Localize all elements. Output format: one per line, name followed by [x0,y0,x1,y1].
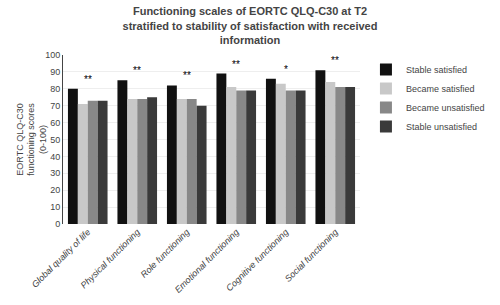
svg-text:EORTC QLQ-C30functioning score: EORTC QLQ-C30functioning scores(0-100) [15,103,48,176]
svg-text:Stable satisfied: Stable satisfied [406,65,467,75]
svg-text:10: 10 [50,202,60,212]
svg-text:**: ** [183,70,191,81]
svg-text:Global quality of life: Global quality of life [30,227,93,290]
svg-text:30: 30 [50,168,60,178]
svg-text:Became satisfied: Became satisfied [406,84,475,94]
svg-text:Functioning scales of EORTC QL: Functioning scales of EORTC QLQ-C30 at T… [123,5,378,46]
svg-text:Social functioning: Social functioning [283,227,340,284]
svg-text:Stable unsatisfied: Stable unsatisfied [406,122,477,132]
svg-text:70: 70 [50,101,60,111]
svg-text:Role functioning: Role functioning [139,227,192,280]
svg-text:90: 90 [50,67,60,77]
svg-text:100: 100 [45,50,60,60]
svg-text:40: 40 [50,152,60,162]
svg-text:20: 20 [50,185,60,195]
svg-text:**: ** [84,74,92,85]
svg-text:**: ** [331,55,339,66]
svg-text:**: ** [232,59,240,70]
svg-text:60: 60 [50,118,60,128]
svg-text:Emotional functioning: Emotional functioning [173,227,241,295]
svg-text:Cognitive functioning: Cognitive functioning [224,227,290,293]
svg-text:0: 0 [55,219,60,229]
svg-text:Became unsatisfied: Became unsatisfied [406,103,485,113]
svg-text:**: ** [133,65,141,76]
svg-text:80: 80 [50,84,60,94]
svg-text:Physical functioning: Physical functioning [79,227,142,290]
svg-text:*: * [284,64,288,75]
svg-text:50: 50 [50,135,60,145]
